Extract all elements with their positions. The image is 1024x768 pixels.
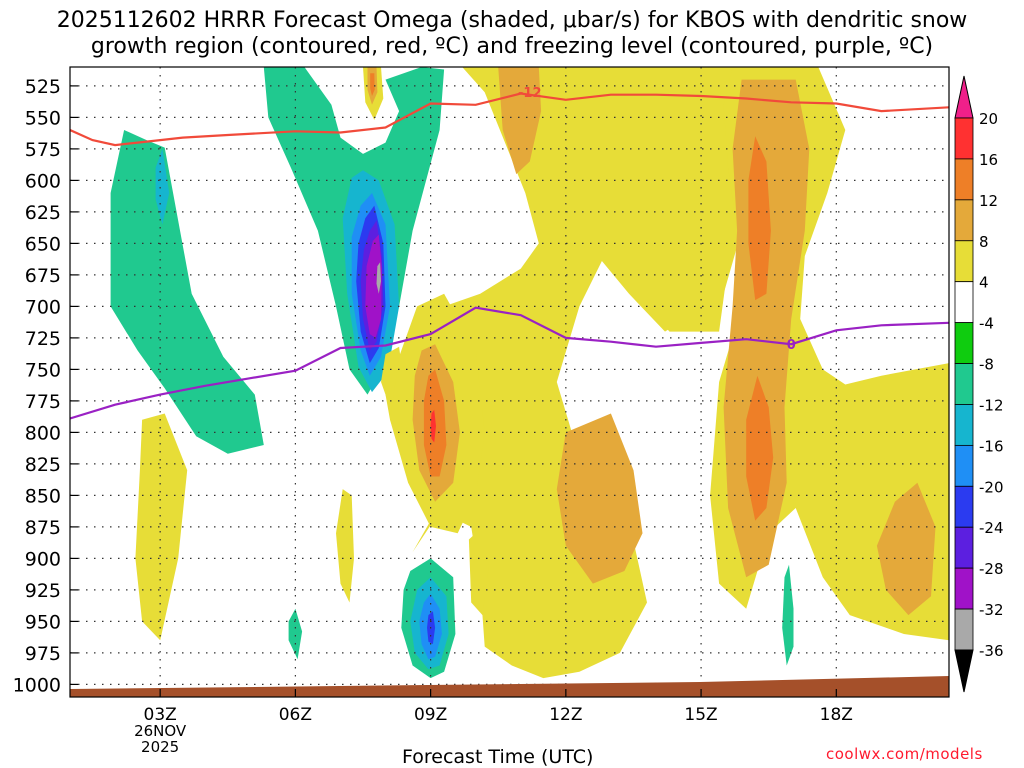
x-tick-label-15Z: 15Z — [684, 705, 717, 725]
colorbar-label-8: -16 — [979, 437, 1004, 455]
colorbar-label-1: 16 — [979, 151, 998, 169]
contour-layer: -12 0 — [70, 86, 949, 420]
source-credit: coolwx.com/models — [826, 745, 983, 763]
colorbar-bin-4 — [954, 281, 974, 324]
colorbar-label-2: 12 — [979, 192, 998, 210]
colorbar-bin-12 — [954, 608, 974, 651]
y-tick-label-700: 700 — [25, 296, 61, 318]
x-tick-label-12Z: 12Z — [549, 705, 582, 725]
colorbar-bin-8 — [954, 444, 974, 487]
colorbar-bin-6 — [954, 363, 974, 405]
x-tick-label-09Z: 09Z — [414, 705, 447, 725]
colorbar-label-3: 8 — [979, 233, 989, 251]
colorbar-top-arrow — [954, 75, 974, 119]
omega-region-14 — [782, 564, 794, 666]
colorbar-bin-9 — [954, 485, 974, 528]
y-tick-label-675: 675 — [25, 265, 61, 287]
omega-region-24 — [746, 375, 774, 521]
colorbar-bin-5 — [954, 322, 974, 364]
omega-region-26 — [556, 413, 643, 584]
y-tick-label-750: 750 — [25, 359, 61, 381]
x-tick-label-06Z: 06Z — [279, 705, 312, 725]
colorbar-bottom-arrow — [954, 649, 974, 693]
omega-region-34 — [468, 533, 490, 616]
x-tick-label-18Z: 18Z — [820, 705, 853, 725]
colorbar-label-0: 20 — [979, 110, 998, 128]
y-axis-pressure: 525 550 575 600 625 650 675 700 725 750 775 800 825 8… — [13, 76, 78, 696]
colorbar-label-7: -12 — [979, 396, 1004, 414]
chart-title-line-2: growth region (contoured, red, ºC) and f… — [90, 34, 934, 59]
y-tick-label-850: 850 — [25, 485, 61, 507]
omega-region-23 — [748, 136, 771, 301]
y-tick-label-550: 550 — [25, 107, 61, 129]
omega-region-7 — [365, 234, 382, 338]
omega-shading-layer — [110, 67, 949, 679]
omega-region-17 — [370, 73, 375, 96]
contour-line-1 — [70, 306, 949, 420]
x-axis-label: Forecast Time (UTC) — [402, 746, 594, 768]
colorbar-bin-2 — [954, 199, 974, 242]
y-tick-label-825: 825 — [25, 454, 61, 476]
colorbar-label-10: -24 — [979, 519, 1004, 537]
y-tick-label-900: 900 — [25, 548, 61, 570]
omega-region-20 — [647, 243, 726, 332]
y-tick-label-600: 600 — [25, 170, 61, 192]
y-tick-label-725: 725 — [25, 328, 61, 350]
colorbar-bin-7 — [954, 404, 974, 446]
omega-region-1 — [155, 148, 170, 225]
y-tick-label-1000: 1000 — [13, 674, 61, 696]
omega-region-31 — [430, 409, 436, 443]
colorbar-label-11: -28 — [979, 560, 1004, 578]
x-tick-sublabel-1: 2025 — [141, 738, 179, 756]
omega-region-35 — [876, 482, 936, 616]
omega-region-8 — [376, 262, 381, 294]
omega-region-13 — [288, 608, 303, 660]
colorbar-label-12: -32 — [979, 601, 1004, 619]
colorbar-bin-11 — [954, 567, 974, 610]
y-tick-label-975: 975 — [25, 643, 61, 665]
colorbar-label-13: -36 — [979, 642, 1004, 660]
colorbar: 20 16 12 8 4 -4 -8 -12 -16 -20 -24 -28 -32 -36 — [954, 75, 1004, 693]
plot-frame — [69, 66, 950, 698]
y-tick-label-650: 650 — [25, 233, 61, 255]
y-tick-label-575: 575 — [25, 139, 61, 161]
colorbar-label-5: -4 — [979, 315, 994, 333]
omega-region-18 — [385, 67, 747, 679]
contour-line-0 — [70, 92, 949, 147]
omega-region-22 — [723, 79, 810, 578]
colorbar-bin-1 — [954, 158, 974, 201]
omega-region-0 — [110, 130, 264, 454]
colorbar-label-9: -20 — [979, 478, 1004, 496]
contour-label-0: -12 — [518, 86, 542, 101]
terrain-surface — [70, 676, 949, 697]
y-tick-label-925: 925 — [25, 580, 61, 602]
colorbar-label-6: -8 — [979, 356, 994, 374]
colorbar-bin-0 — [954, 117, 974, 160]
colorbar-bin-3 — [954, 240, 974, 283]
colorbar-bin-10 — [954, 526, 974, 569]
grid-layer — [70, 67, 949, 697]
x-tick-label-03Z: 03Z — [144, 705, 177, 725]
y-tick-label-525: 525 — [25, 76, 61, 98]
omega-region-32 — [135, 413, 188, 641]
contour-label-1: 0 — [787, 338, 796, 353]
y-tick-label-625: 625 — [25, 202, 61, 224]
y-tick-label-950: 950 — [25, 611, 61, 633]
omega-region-33 — [336, 489, 354, 603]
x-tick-sublabel-0: 26NOV — [134, 722, 187, 740]
chart-title-line-1: 2025112602 HRRR Forecast Omega (shaded, … — [56, 8, 968, 33]
y-tick-label-775: 775 — [25, 391, 61, 413]
y-tick-label-800: 800 — [25, 422, 61, 444]
y-tick-label-875: 875 — [25, 517, 61, 539]
colorbar-label-4: 4 — [979, 274, 989, 292]
